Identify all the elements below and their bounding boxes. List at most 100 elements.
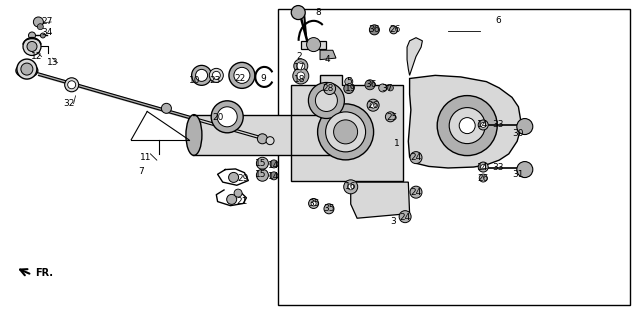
Circle shape <box>161 103 172 113</box>
Circle shape <box>229 62 255 88</box>
Text: 26: 26 <box>367 101 379 110</box>
Text: 5: 5 <box>346 77 351 86</box>
Text: 11: 11 <box>140 153 152 161</box>
Text: 35: 35 <box>308 199 319 208</box>
Circle shape <box>479 174 487 182</box>
Circle shape <box>367 99 379 111</box>
Circle shape <box>37 24 44 30</box>
Circle shape <box>212 71 220 79</box>
Polygon shape <box>320 50 336 60</box>
Circle shape <box>385 112 396 122</box>
Circle shape <box>369 25 380 35</box>
Text: 1: 1 <box>394 139 399 148</box>
Circle shape <box>478 120 488 130</box>
Circle shape <box>410 152 422 164</box>
Text: 13: 13 <box>47 58 59 67</box>
Text: 30: 30 <box>513 129 524 138</box>
Circle shape <box>326 112 365 152</box>
Text: 34: 34 <box>41 29 52 37</box>
Polygon shape <box>408 75 522 168</box>
Circle shape <box>23 37 41 56</box>
Text: 12: 12 <box>31 52 43 61</box>
Text: 2: 2 <box>297 52 302 61</box>
Text: 4: 4 <box>325 55 330 64</box>
Polygon shape <box>407 38 422 75</box>
Circle shape <box>333 120 358 144</box>
Circle shape <box>348 184 354 190</box>
Circle shape <box>234 68 250 83</box>
Text: 21: 21 <box>236 197 248 206</box>
Text: 7: 7 <box>138 167 143 176</box>
Circle shape <box>21 63 33 75</box>
Circle shape <box>399 211 411 223</box>
Circle shape <box>191 65 212 85</box>
Text: 15: 15 <box>255 171 267 179</box>
Text: 17: 17 <box>294 63 305 72</box>
Text: 14: 14 <box>477 163 488 171</box>
Circle shape <box>27 41 37 51</box>
Text: 31: 31 <box>513 170 524 179</box>
Polygon shape <box>301 41 326 49</box>
Bar <box>278 9 630 305</box>
Circle shape <box>437 95 497 156</box>
Circle shape <box>209 68 223 82</box>
Text: 15: 15 <box>255 159 267 168</box>
Circle shape <box>40 33 45 38</box>
Text: 26: 26 <box>477 175 488 183</box>
Circle shape <box>370 102 376 108</box>
Circle shape <box>227 194 237 204</box>
Text: 3: 3 <box>390 217 396 226</box>
Text: 37: 37 <box>381 84 393 93</box>
Circle shape <box>410 186 422 198</box>
Circle shape <box>481 165 486 170</box>
Circle shape <box>266 137 274 145</box>
Circle shape <box>324 83 335 95</box>
Circle shape <box>517 119 532 134</box>
Circle shape <box>29 32 35 39</box>
Polygon shape <box>194 115 333 155</box>
Circle shape <box>311 201 316 206</box>
Circle shape <box>344 84 354 94</box>
Circle shape <box>228 172 239 182</box>
Text: 24: 24 <box>410 153 422 162</box>
Text: 36: 36 <box>369 25 380 34</box>
Circle shape <box>297 62 305 70</box>
Text: 14: 14 <box>268 161 280 170</box>
Circle shape <box>481 122 486 127</box>
Text: 14: 14 <box>268 172 280 181</box>
Circle shape <box>234 189 242 197</box>
Circle shape <box>291 6 305 19</box>
Ellipse shape <box>16 64 38 78</box>
Text: 8: 8 <box>316 8 321 17</box>
Circle shape <box>217 107 237 127</box>
Text: 28: 28 <box>322 84 333 93</box>
Text: 26: 26 <box>390 25 401 34</box>
Ellipse shape <box>326 115 340 155</box>
Circle shape <box>390 26 397 34</box>
Text: 18: 18 <box>294 75 305 84</box>
Circle shape <box>294 59 308 73</box>
Circle shape <box>257 134 268 144</box>
Text: 16: 16 <box>345 182 356 191</box>
Text: 33: 33 <box>492 163 504 171</box>
Text: 27: 27 <box>41 18 52 26</box>
Text: 14: 14 <box>477 121 488 129</box>
Circle shape <box>257 169 268 181</box>
Text: 22: 22 <box>234 74 246 83</box>
Text: 24: 24 <box>410 188 422 197</box>
Circle shape <box>211 101 243 133</box>
Circle shape <box>17 59 37 79</box>
Circle shape <box>324 204 334 214</box>
Circle shape <box>257 157 268 169</box>
Text: 23: 23 <box>209 76 221 84</box>
Circle shape <box>270 160 278 168</box>
Text: 36: 36 <box>365 80 377 89</box>
Text: 20: 20 <box>212 113 223 122</box>
Circle shape <box>196 69 207 81</box>
Text: 33: 33 <box>492 121 504 129</box>
Circle shape <box>308 83 344 118</box>
Circle shape <box>317 104 374 160</box>
Text: 29: 29 <box>237 175 249 183</box>
Circle shape <box>308 198 319 208</box>
Text: 24: 24 <box>399 213 411 222</box>
